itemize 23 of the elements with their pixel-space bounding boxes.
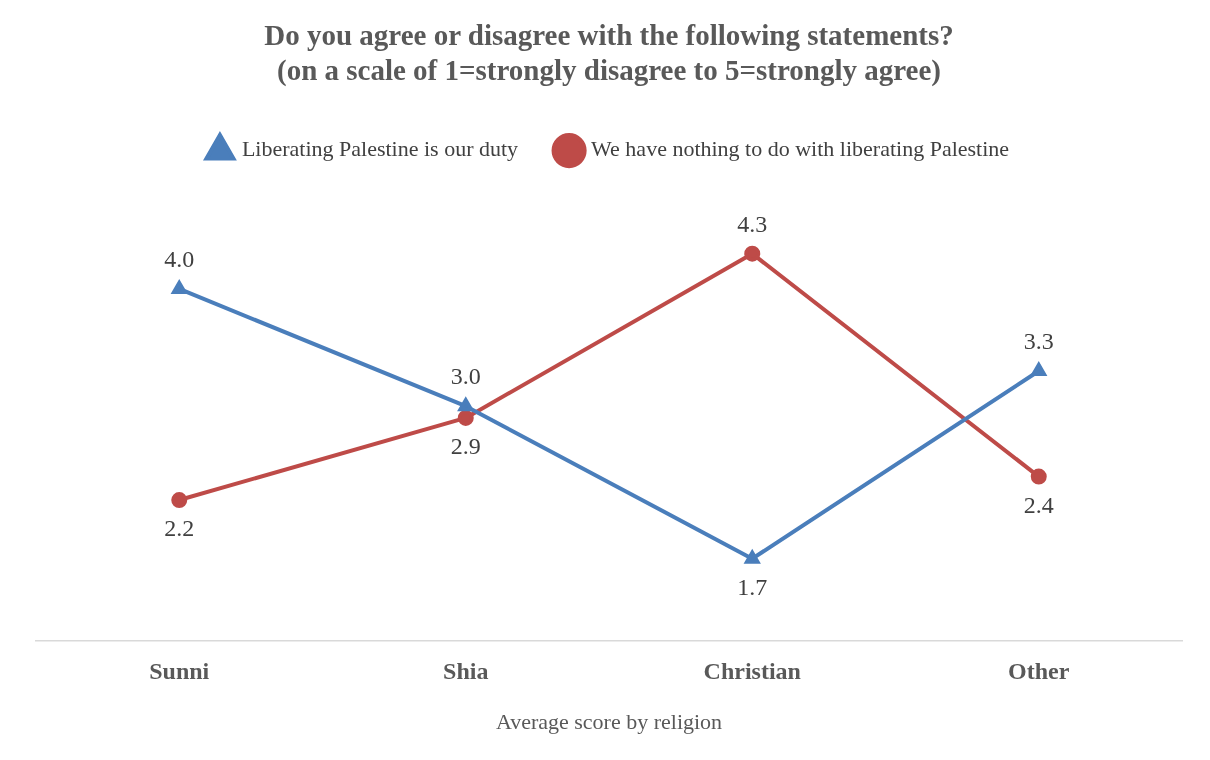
data-label: 4.0 bbox=[164, 246, 195, 273]
legend-label: We have nothing to do with liberating Palestine bbox=[591, 136, 1010, 162]
x-axis-title: Average score by religion bbox=[495, 708, 723, 734]
data-label: 3.0 bbox=[450, 363, 481, 390]
chart-title: Do you agree or disagree with the following statements? (on a scale of 1=strongly disagree to 5=strongly agree) bbox=[264, 18, 954, 87]
data-label: 2.9 bbox=[450, 433, 481, 460]
x-tick-label: Sunni bbox=[149, 658, 210, 685]
point bbox=[172, 280, 187, 294]
data-label: 2.2 bbox=[164, 515, 195, 542]
point bbox=[1031, 363, 1046, 377]
legend-label: Liberating Palestine is our duty bbox=[241, 136, 519, 162]
data-label: 4.3 bbox=[737, 211, 768, 238]
data-label: 2.4 bbox=[1023, 491, 1054, 518]
point bbox=[1030, 468, 1047, 485]
data-label: 1.7 bbox=[737, 573, 768, 600]
point bbox=[458, 398, 473, 412]
data-label: 3.3 bbox=[1023, 328, 1054, 355]
x-tick-label: Christian bbox=[703, 658, 801, 685]
point bbox=[457, 409, 474, 426]
point bbox=[171, 492, 188, 509]
x-tick-label: Shia bbox=[443, 658, 489, 685]
x-tick-label: Other bbox=[1008, 658, 1070, 685]
point bbox=[744, 245, 761, 262]
